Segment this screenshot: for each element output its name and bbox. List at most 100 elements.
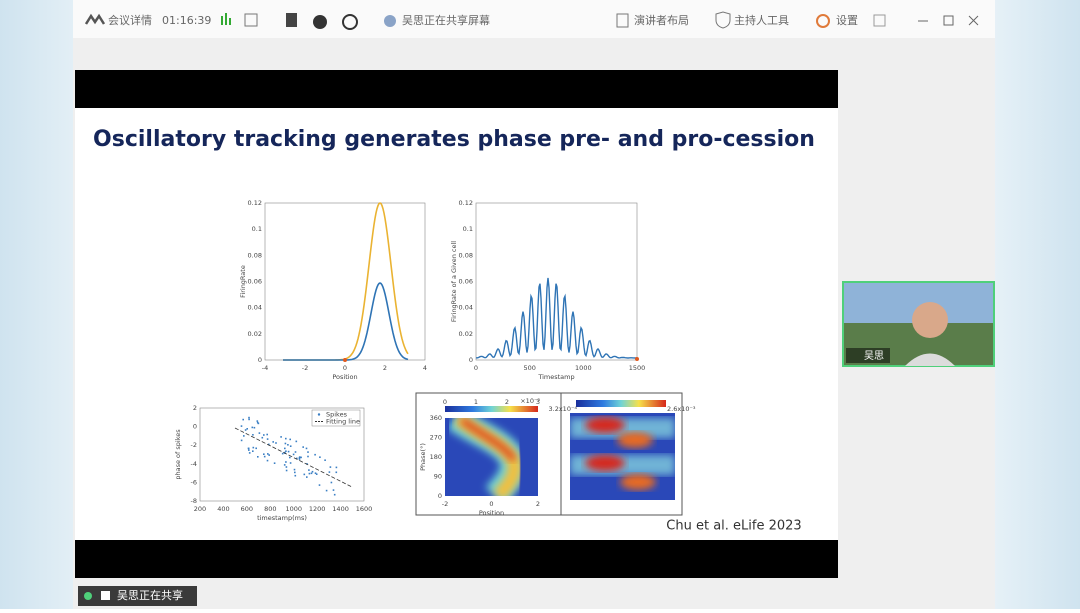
scatter-dot [268,454,270,456]
y-tick-label: 0.08 [248,251,262,259]
scatter-dot [324,459,326,461]
x-axis-label: Timestamp [537,373,574,381]
scatter-dot [314,472,317,474]
y-tick-label: 0.02 [248,330,262,338]
x-tick-label: 1600 [356,505,373,513]
x-tick-label: -2 [442,500,448,508]
fullscreen[interactable] [873,14,886,27]
scatter-dot [300,456,302,459]
scatter-dot [335,466,338,469]
y-tick-label: 180 [430,453,442,461]
x-tick-label: 1200 [309,505,326,513]
scatter-dot [303,473,306,476]
scatter-dot [292,453,295,456]
scatter-dot [294,474,297,477]
scatter-dot [332,489,335,491]
scatter-dot [329,466,332,468]
scatter-dot [294,471,296,474]
scatter-dot [296,457,298,460]
shield-icon [715,11,731,29]
share-banner-text: 吴思正在共享 [117,588,183,602]
scatter-dot [285,437,287,440]
y-tick-label: 0.02 [459,330,473,338]
fit-line [234,427,353,488]
x-tick-label: -2 [302,364,308,372]
x-tick-label: 0 [343,364,347,372]
scatter-dot [240,439,243,442]
colorbar-scale: ×10⁻³ [520,397,540,405]
slide-title: Oscillatory tracking generates phase pre… [93,127,815,152]
settings-icon [816,14,830,28]
hide-icon[interactable] [342,14,358,30]
colorbar-tick: 0 [443,398,447,406]
scatter-dot [305,447,308,450]
scatter-dot [261,436,264,439]
scatter-dot [258,432,261,434]
y-tick-label: -8 [191,497,197,505]
scatter-dot [267,453,269,455]
colorbar-min: 3.2x10⁻⁴ [549,405,578,413]
heatmap-right [570,413,675,500]
scatter-dot [285,450,287,452]
y-tick-label: 0.04 [248,304,262,312]
axes [475,202,638,361]
scatter-dot [252,446,255,449]
y-tick-label: 0.04 [459,304,473,312]
legend-box [311,409,361,427]
settings[interactable]: 设置 [836,14,858,27]
scatter-dot [289,462,292,464]
share-icon [384,15,396,27]
scatter-dot [243,435,245,437]
axes [199,407,365,502]
scatter-dot [248,449,250,451]
marker [343,358,347,362]
layout-button[interactable]: 演讲者布局 [634,13,689,27]
scatter-dot [287,450,290,453]
popout-icon[interactable] [244,13,258,27]
meeting-info[interactable]: 会议详情 [108,13,152,27]
host-tools[interactable]: 主持人工具 [734,13,789,27]
cloud-icon[interactable] [313,15,327,29]
y-tick-label: 0.08 [459,251,473,259]
scatter-dot [294,451,297,453]
participant-name: 吴思 [864,350,884,362]
x-tick-label: 500 [523,364,535,372]
scatter-dot [266,438,269,440]
legend-entry: Spikes [326,411,348,419]
scatter-dot [247,447,250,450]
scatter-dot [272,441,274,443]
heatmap-left [445,418,538,496]
scatter-dot [256,421,259,424]
scatter-dot [302,446,304,448]
x-tick-label: 1000 [575,364,592,372]
scatter-dot [298,456,301,458]
marker [635,357,639,361]
y-tick-label: 0 [193,423,197,431]
sharing-status: 吴思正在共享屏幕 [402,13,490,27]
close[interactable] [968,15,979,26]
y-axis-label: FiringRate [239,265,247,298]
scatter-dot [328,471,331,473]
colorbar-max: 2.6x10⁻³ [667,405,696,413]
y-tick-label: 90 [434,473,442,481]
scatter-dot [257,422,260,425]
scatter-dot [289,456,291,459]
x-axis-label: Position [332,373,357,381]
scatter-dot [285,461,287,463]
scatter-dot [287,444,289,446]
scatter-dot [333,493,336,496]
scatter-dot [268,443,270,446]
y-tick-label: -6 [191,478,197,486]
scatter-dot [283,464,286,466]
x-axis-label: timestamp(ms) [257,514,307,522]
scatter-dot [289,438,291,441]
y-tick-label: 0.1 [252,225,262,233]
scatter-dot [246,428,248,430]
scatter-dot [257,456,259,458]
y-tick-label: 0 [469,356,473,364]
record-icon[interactable] [286,13,297,27]
x-tick-label: 4 [423,364,427,372]
maximize[interactable] [943,15,954,26]
scatter-dot [248,416,250,419]
